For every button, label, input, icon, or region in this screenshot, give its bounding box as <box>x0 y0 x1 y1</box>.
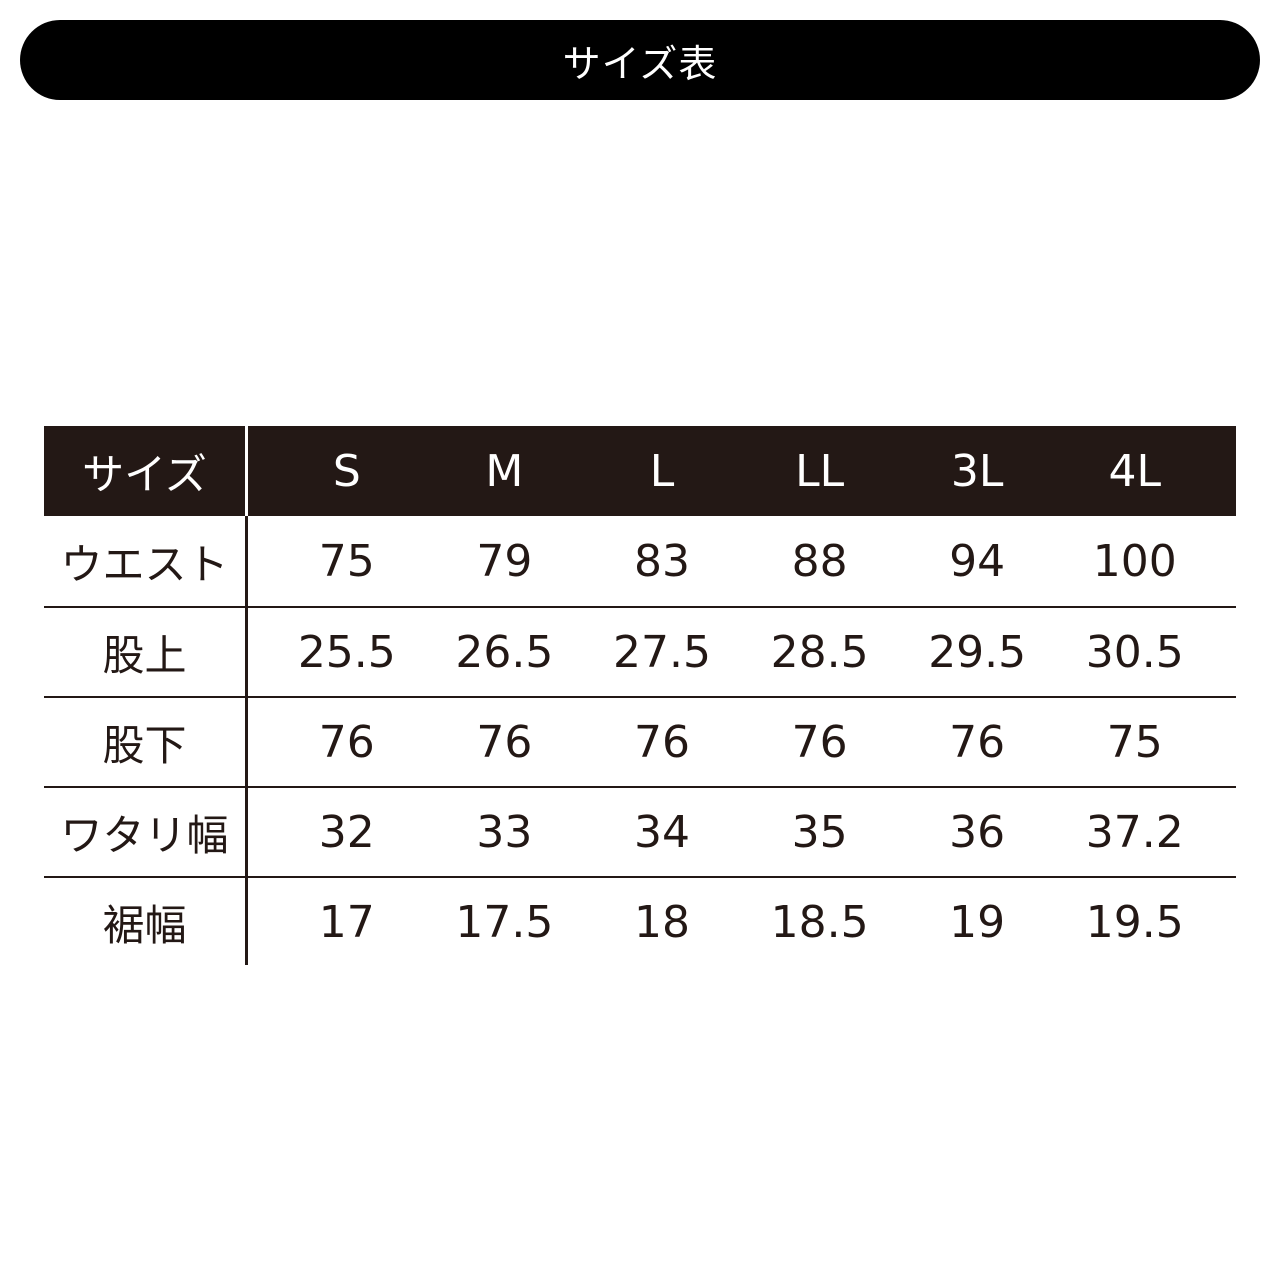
size-header: 4L <box>1108 445 1162 497</box>
row-label: 股下 <box>102 720 187 770</box>
table-cell: 75 <box>1106 716 1163 768</box>
table-cell: 18 <box>633 896 690 948</box>
table-cell: 100 <box>1092 535 1177 587</box>
table-row: 裾幅 17 17.5 18 18.5 19 19.5 <box>44 876 1236 966</box>
table-cell: 26.5 <box>455 626 554 678</box>
size-header: LL <box>795 445 845 497</box>
size-header: S <box>332 445 361 497</box>
row-label: ワタリ幅 <box>60 810 229 860</box>
row-label: 裾幅 <box>102 900 187 950</box>
column-divider <box>245 426 248 965</box>
size-header: M <box>485 445 524 497</box>
row-label: ウエスト <box>60 539 229 589</box>
table-cell: 27.5 <box>613 626 711 678</box>
table-cell: 19.5 <box>1085 896 1184 948</box>
table-cell: 83 <box>633 535 690 587</box>
table-cell: 37.2 <box>1085 806 1184 858</box>
table-cell: 19 <box>949 896 1006 948</box>
table-cell: 33 <box>476 806 533 858</box>
table-row: ウエスト 75 79 83 88 94 100 <box>44 516 1236 606</box>
table-header-row: サイズ S M L LL 3L 4L <box>44 426 1236 516</box>
table-cell: 28.5 <box>770 626 869 678</box>
table-row: 股下 76 76 76 76 76 75 <box>44 696 1236 786</box>
size-table: サイズ S M L LL 3L 4L ウエスト 75 79 83 88 94 100 股上 25… <box>44 426 1236 966</box>
table-cell: 76 <box>318 716 375 768</box>
table-cell: 76 <box>476 716 533 768</box>
size-header: L <box>649 445 675 497</box>
title-bar: サイズ表 <box>20 20 1260 100</box>
table-cell: 76 <box>791 716 848 768</box>
table-cell: 18.5 <box>770 896 869 948</box>
page-title: サイズ表 <box>562 41 718 86</box>
table-row: 股上 25.5 26.5 27.5 28.5 29.5 30.5 <box>44 606 1236 696</box>
header-divider <box>245 426 248 516</box>
table-cell: 34 <box>633 806 690 858</box>
table-cell: 29.5 <box>928 626 1027 678</box>
table-cell: 75 <box>318 535 375 587</box>
table-cell: 25.5 <box>297 626 396 678</box>
table-cell: 76 <box>633 716 690 768</box>
table-cell: 88 <box>791 535 848 587</box>
table-cell: 76 <box>949 716 1006 768</box>
table-row: ワタリ幅 32 33 34 35 36 37.2 <box>44 786 1236 876</box>
table-cell: 79 <box>476 535 533 587</box>
size-header: 3L <box>950 445 1004 497</box>
header-label: サイズ <box>82 449 207 499</box>
table-cell: 17.5 <box>455 896 554 948</box>
table-cell: 94 <box>949 535 1006 587</box>
row-label: 股上 <box>102 630 187 680</box>
table-cell: 32 <box>318 806 375 858</box>
table-cell: 35 <box>791 806 848 858</box>
table-cell: 30.5 <box>1085 626 1184 678</box>
table-cell: 17 <box>318 896 375 948</box>
table-cell: 36 <box>949 806 1006 858</box>
